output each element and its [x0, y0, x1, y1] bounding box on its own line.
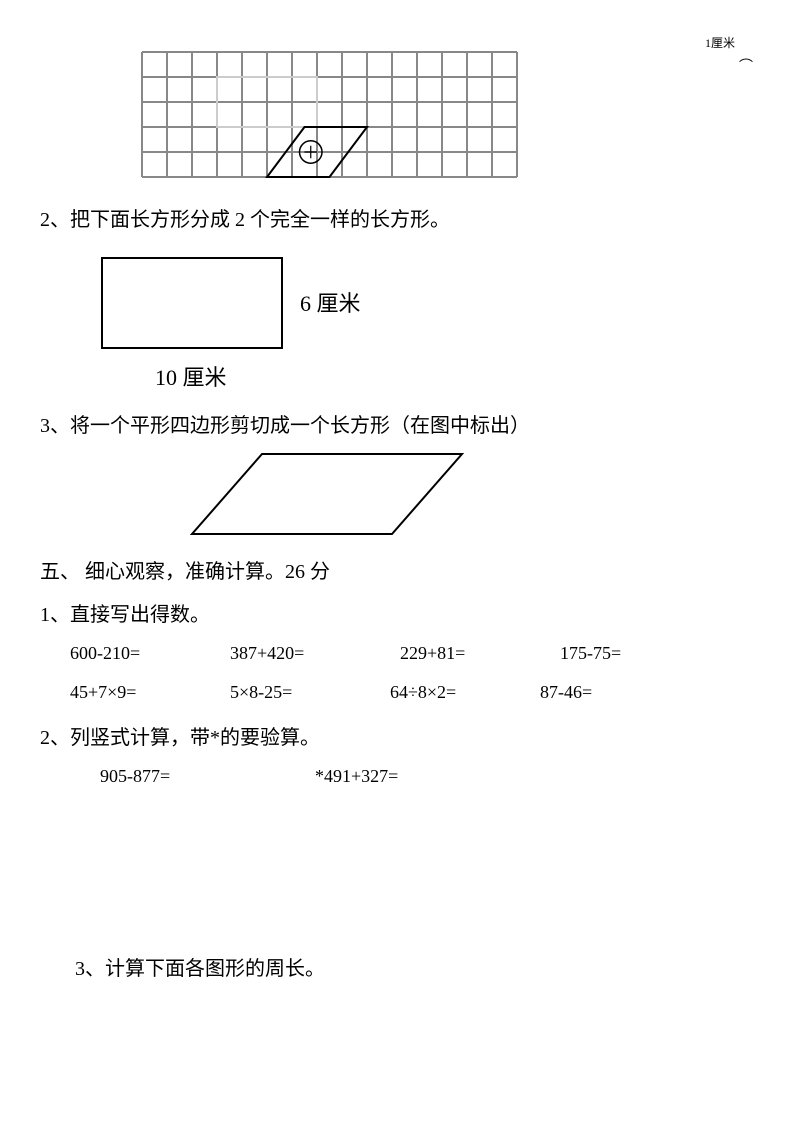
question-2-text: 2、把下面长方形分成 2 个完全一样的长方形。: [40, 204, 753, 236]
calc-expression: 905-877=: [100, 766, 315, 787]
grid-bracket: ︵: [739, 46, 751, 66]
section-5-title: 五、 细心观察，准确计算。26 分: [40, 555, 753, 584]
calc-expression: 45+7×9=: [70, 682, 230, 703]
svg-text:6 厘米: 6 厘米: [300, 291, 361, 316]
q2-rectangle-svg: 6 厘米: [100, 256, 400, 350]
question-3-text: 3、将一个平形四边形剪切成一个长方形（在图中标出）: [40, 410, 753, 442]
calc-expression: *491+327=: [315, 766, 515, 787]
calc-expression: 64÷8×2=: [390, 682, 540, 703]
calc-expression: 87-46=: [540, 682, 660, 703]
calc-q2-row: 905-877=*491+327=: [40, 766, 753, 787]
s5-q2-text: 2、列竖式计算，带*的要验算。: [40, 721, 753, 750]
q3-figure: [190, 452, 753, 541]
q3-parallelogram-svg: [190, 452, 464, 536]
s5-q3-text: 3、计算下面各图形的周长。: [40, 952, 753, 981]
calc-expression: 387+420=: [230, 643, 400, 664]
q2-width-label: 10 厘米: [155, 360, 753, 392]
calc-expression: 229+81=: [400, 643, 560, 664]
calc-expression: 175-75=: [560, 643, 680, 664]
calc-row-1: 600-210=387+420=229+81=175-75=: [40, 643, 753, 664]
grid-svg: [140, 50, 519, 179]
calc-expression: 600-210=: [70, 643, 230, 664]
calc-expression: 5×8-25=: [230, 682, 390, 703]
q2-figure: 6 厘米: [100, 256, 753, 355]
grid-figure: 1厘米 ︵: [140, 50, 753, 179]
calc-row-2: 45+7×9=5×8-25=64÷8×2=87-46=: [40, 682, 753, 703]
grid-unit-label: 1厘米: [705, 34, 735, 51]
s5-q1-text: 1、直接写出得数。: [40, 598, 753, 627]
